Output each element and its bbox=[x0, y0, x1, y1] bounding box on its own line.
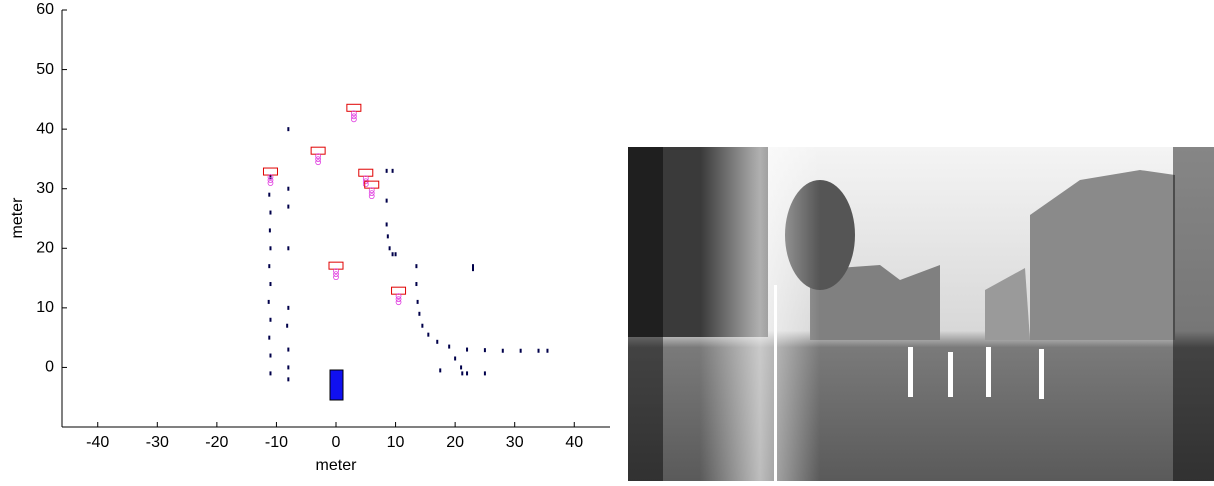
scan-point bbox=[416, 299, 419, 304]
scan-point bbox=[388, 246, 391, 251]
track-marker bbox=[267, 180, 274, 186]
x-tick-label: 40 bbox=[565, 434, 583, 451]
scan-point bbox=[391, 252, 394, 257]
scan-point bbox=[448, 344, 451, 349]
scan-point bbox=[460, 365, 463, 370]
scan-point bbox=[461, 371, 464, 376]
detection-box bbox=[391, 286, 407, 295]
scan-point bbox=[472, 267, 474, 272]
scan-point bbox=[427, 332, 430, 337]
track-marker bbox=[333, 274, 339, 281]
scan-point bbox=[472, 264, 474, 269]
scan-point bbox=[386, 234, 389, 239]
scan-point bbox=[537, 348, 540, 353]
detection-box bbox=[364, 180, 380, 189]
y-axis-label: meter bbox=[9, 197, 26, 239]
scan-point bbox=[269, 317, 272, 322]
track-marker bbox=[368, 193, 375, 200]
plot: meter meter bbox=[9, 10, 610, 474]
scan-point bbox=[268, 192, 271, 197]
track-marker bbox=[333, 271, 339, 278]
track-marker bbox=[267, 177, 274, 183]
scan-point bbox=[454, 356, 457, 361]
scan-point bbox=[394, 252, 397, 257]
scan-point bbox=[436, 339, 439, 344]
scan-point bbox=[269, 210, 272, 215]
y-tick-label: 60 bbox=[36, 1, 54, 18]
scan-point bbox=[415, 282, 418, 287]
scan-point bbox=[268, 228, 271, 233]
scan-point bbox=[287, 365, 290, 370]
y-tick-label: 20 bbox=[36, 240, 54, 257]
track-marker bbox=[368, 187, 375, 194]
scan-point bbox=[385, 198, 388, 203]
scan-point bbox=[287, 186, 290, 191]
detection-box bbox=[262, 167, 278, 176]
scan-point bbox=[385, 222, 388, 227]
detection-box bbox=[328, 261, 344, 270]
scan-point bbox=[418, 311, 421, 316]
scan-point bbox=[421, 323, 424, 328]
scan-point bbox=[519, 348, 522, 353]
track-marker bbox=[362, 181, 369, 188]
y-tick-label: 50 bbox=[36, 61, 54, 78]
scan-point bbox=[286, 323, 289, 328]
scan-point bbox=[269, 282, 272, 287]
x-tick-label: 20 bbox=[446, 434, 464, 451]
x-tick-label: 0 bbox=[332, 434, 341, 451]
track-marker bbox=[395, 293, 402, 300]
y-tick-label: 0 bbox=[45, 359, 54, 376]
ego-vehicle bbox=[329, 369, 344, 401]
track-marker bbox=[315, 159, 322, 166]
x-tick-label: -20 bbox=[205, 434, 228, 451]
scan-point bbox=[269, 174, 272, 179]
track-marker bbox=[350, 110, 357, 117]
scan-point bbox=[268, 335, 271, 340]
scan-point bbox=[287, 377, 290, 382]
scan-point bbox=[466, 347, 469, 352]
x-tick-label: -10 bbox=[265, 434, 288, 451]
detection-box bbox=[346, 103, 362, 112]
x-tick-label: -40 bbox=[86, 434, 109, 451]
scan-point bbox=[546, 348, 549, 353]
x-axis-label: meter bbox=[316, 457, 358, 474]
track-marker bbox=[368, 190, 375, 197]
y-tick-label: 30 bbox=[36, 180, 54, 197]
scan-point bbox=[287, 305, 290, 310]
scan-point bbox=[287, 347, 290, 352]
scan-point bbox=[415, 264, 418, 269]
scan-point bbox=[466, 371, 469, 376]
track-marker bbox=[315, 153, 322, 160]
scan-point bbox=[483, 348, 486, 353]
x-tick-label: -30 bbox=[146, 434, 169, 451]
x-tick-label: 30 bbox=[506, 434, 524, 451]
scan-point bbox=[391, 168, 394, 173]
scan-point bbox=[268, 264, 271, 269]
track-marker bbox=[333, 268, 339, 275]
scan-point bbox=[269, 246, 272, 251]
track-marker bbox=[350, 113, 357, 120]
scan-point bbox=[269, 371, 272, 376]
scan-point bbox=[287, 246, 290, 251]
scan-point bbox=[287, 204, 290, 209]
track-marker bbox=[315, 156, 322, 163]
x-tick-label: 10 bbox=[387, 434, 405, 451]
scan-point bbox=[269, 353, 272, 358]
camera-image bbox=[628, 147, 1214, 481]
scan-point bbox=[439, 368, 442, 373]
detection-box bbox=[358, 168, 374, 177]
track-marker bbox=[350, 116, 357, 123]
scan-point bbox=[501, 348, 504, 353]
detection-box bbox=[310, 146, 326, 155]
y-tick-label: 10 bbox=[36, 299, 54, 316]
track-marker bbox=[395, 299, 402, 306]
scan-point bbox=[483, 371, 486, 376]
scan-point bbox=[267, 299, 270, 304]
y-tick-label: 40 bbox=[36, 120, 54, 137]
track-marker bbox=[267, 174, 274, 180]
track-marker bbox=[395, 296, 402, 303]
scan-point bbox=[287, 127, 290, 132]
scan-point bbox=[385, 168, 388, 173]
